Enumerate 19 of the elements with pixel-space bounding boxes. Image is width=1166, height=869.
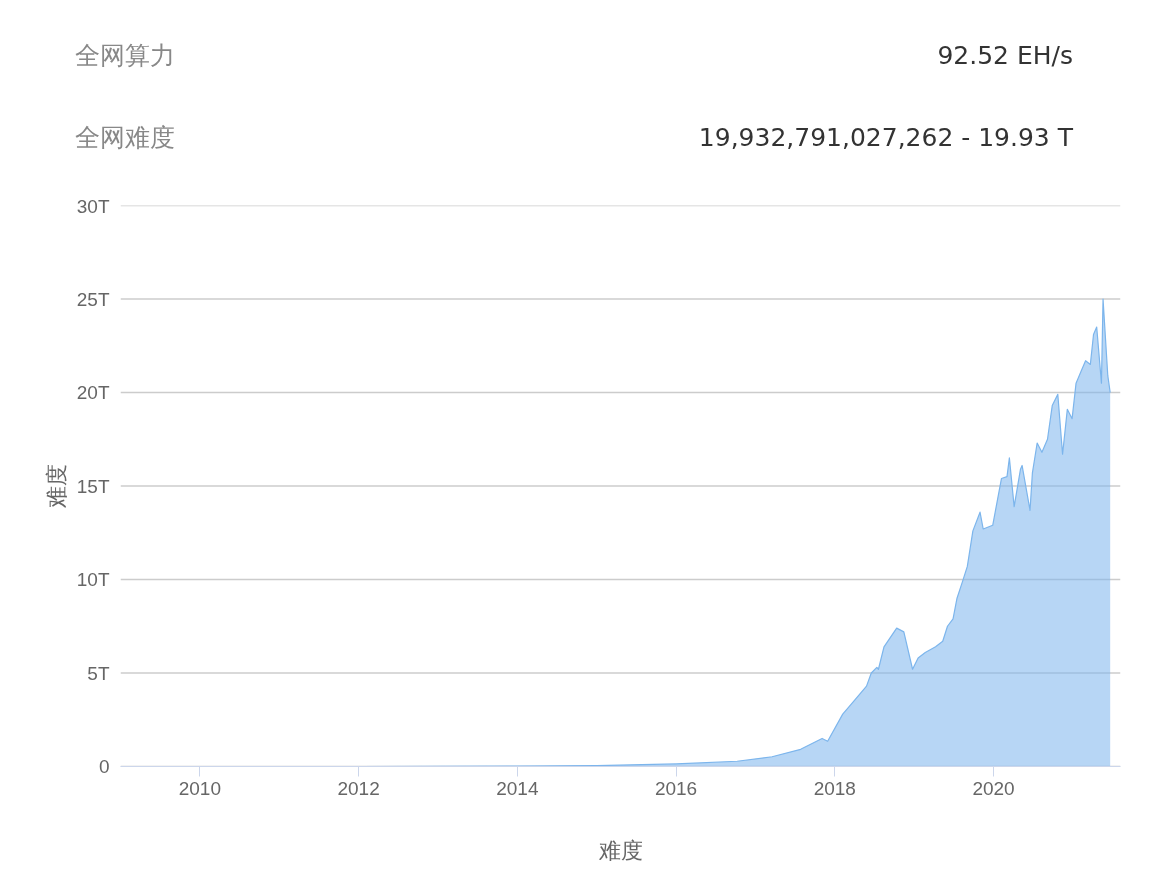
x-tick-label: 2012 (337, 777, 380, 799)
y-tick-label: 15T (76, 475, 110, 497)
text: 92.52 EH/s (937, 40, 1073, 73)
x-tick-label: 2018 (813, 777, 856, 799)
x-axis-title: 难度 (597, 837, 643, 863)
x-tick-label: 2014 (496, 777, 539, 799)
y-tick-label: 0 (98, 756, 110, 777)
text: 全网难度 (75, 122, 175, 155)
y-tick-label: 30T (76, 195, 110, 217)
text: 19,932,791,027,262 - 19.93 T (698, 122, 1073, 155)
x-tick-label: 2016 (654, 777, 698, 799)
y-tick-label: 5T (87, 662, 110, 684)
y-tick-label: 25T (76, 288, 110, 310)
x-tick-label: 2020 (972, 777, 1015, 799)
y-tick-label: 20T (76, 382, 110, 403)
y-axis-title: 难度 (43, 464, 69, 509)
y-tick-label: 10T (76, 569, 110, 590)
text: 全网算力 (75, 40, 175, 73)
x-tick-label: 2010 (178, 777, 222, 799)
